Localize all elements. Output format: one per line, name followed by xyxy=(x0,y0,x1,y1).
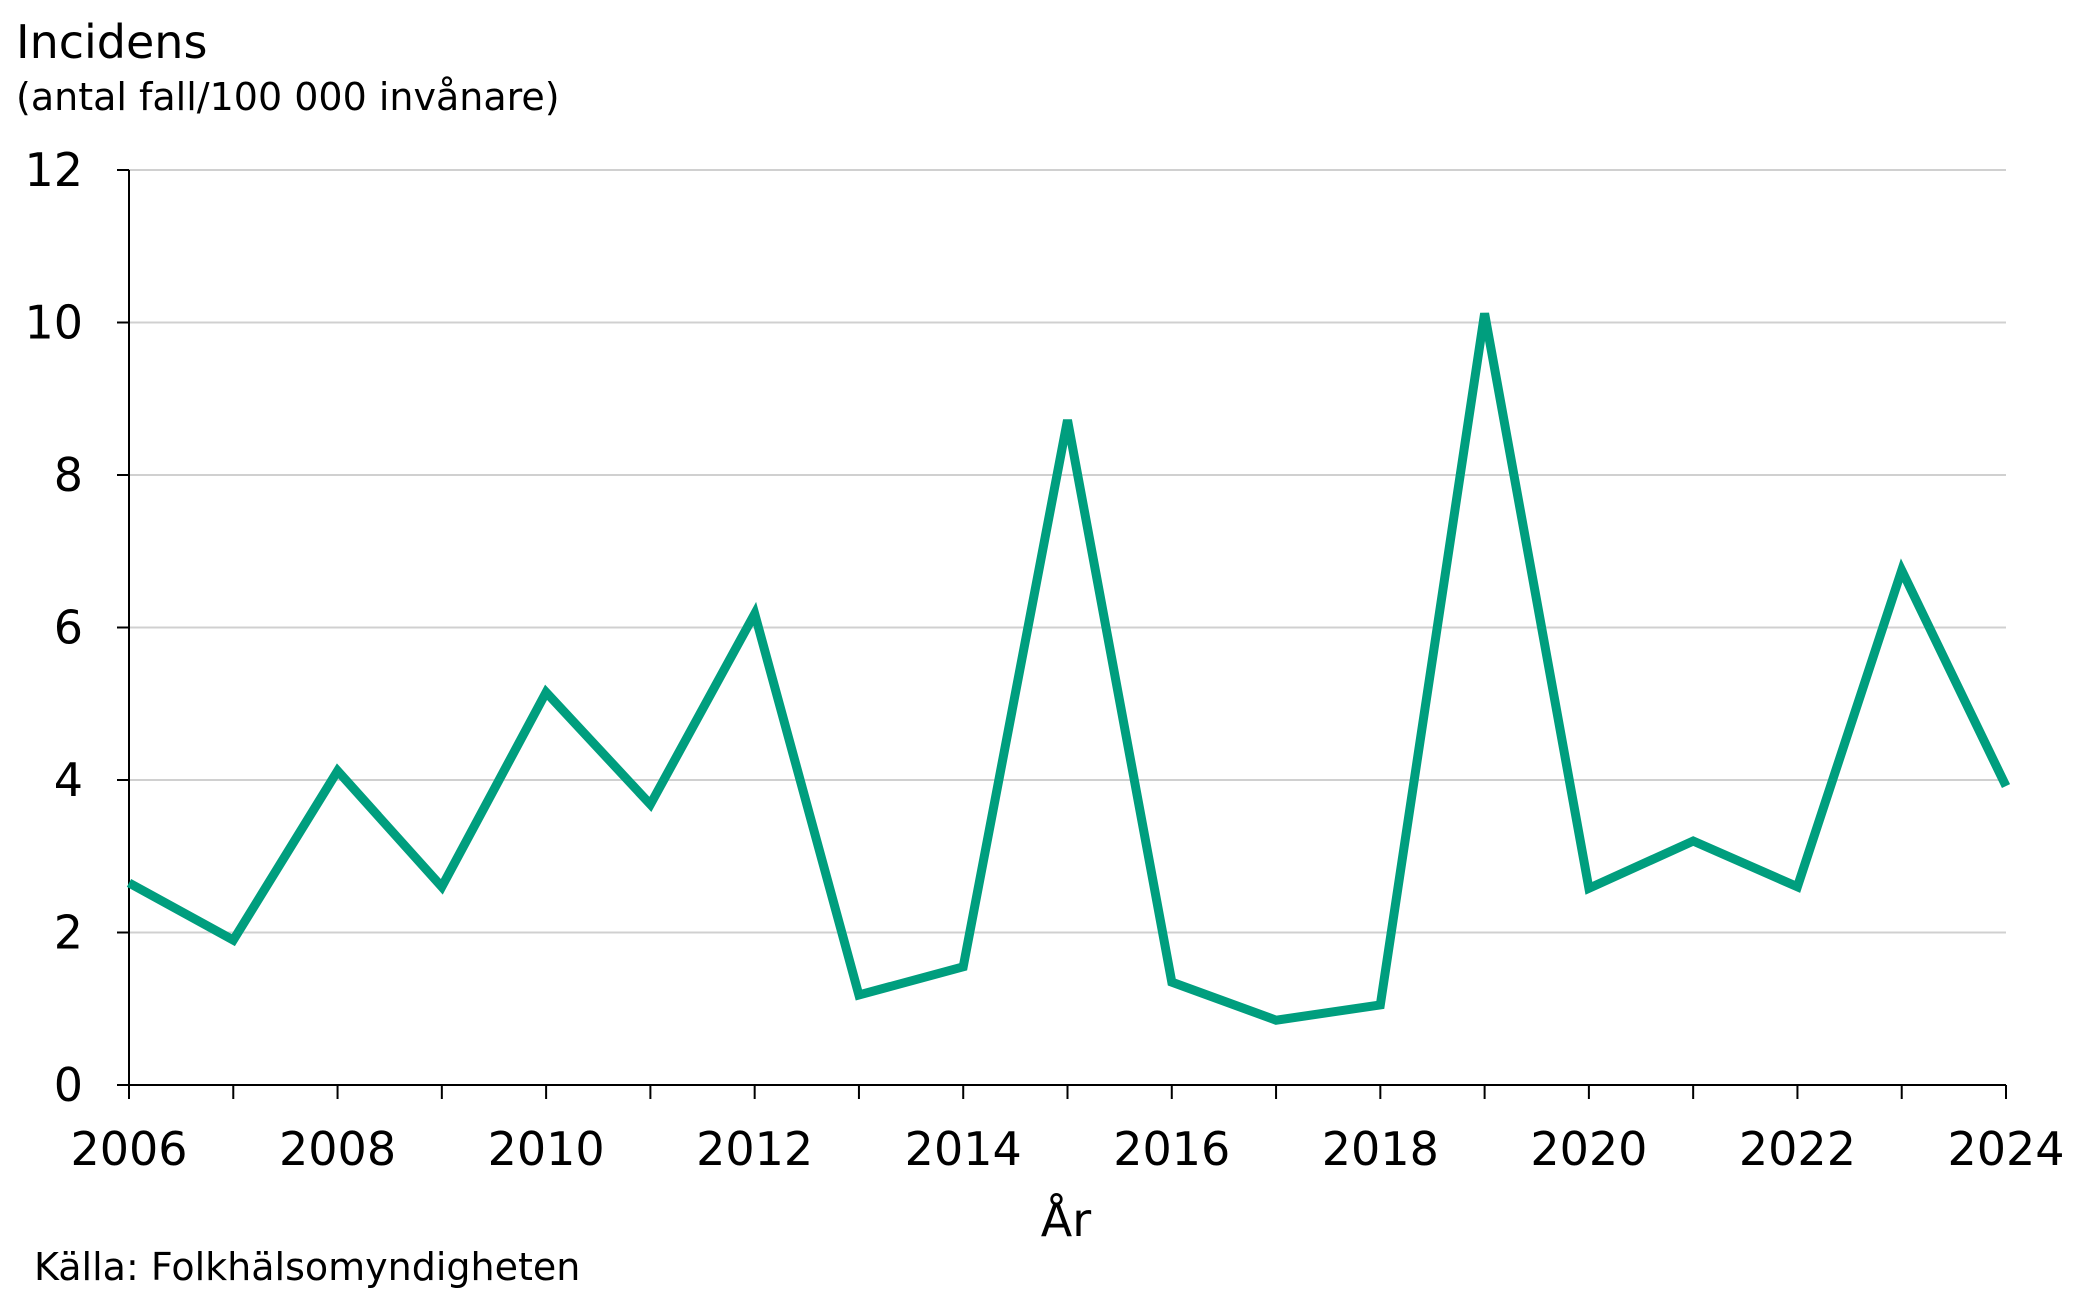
x-tick-label: 2024 xyxy=(1947,1122,2064,1176)
series-line xyxy=(126,312,2011,1025)
x-tick-label: 2014 xyxy=(905,1122,1022,1176)
y-tick-label: 8 xyxy=(54,448,83,502)
x-tick-label: 2016 xyxy=(1113,1122,1230,1176)
x-tick-label: 2006 xyxy=(70,1122,187,1176)
y-tick-label: 0 xyxy=(54,1058,83,1112)
y-tick-label: 10 xyxy=(24,296,83,350)
x-tick-label: 2012 xyxy=(696,1122,813,1176)
x-tick-label: 2020 xyxy=(1530,1122,1647,1176)
y-axis-title: Incidens xyxy=(16,15,207,69)
source-note: Källa: Folkhälsomyndigheten xyxy=(34,1245,580,1289)
x-tick-label: 2008 xyxy=(279,1122,396,1176)
x-axis-title: År xyxy=(1041,1193,1091,1247)
y-tick-label: 2 xyxy=(54,906,83,960)
axes xyxy=(117,169,2007,1099)
y-tick-label: 12 xyxy=(24,143,83,197)
x-tick-labels: 2006 2008 2010 2012 2014 2016 2018 2020 2022 2024 xyxy=(70,1122,2064,1176)
x-tick-label: 2010 xyxy=(488,1122,605,1176)
y-tick-label: 4 xyxy=(54,753,83,807)
y-axis-unit: (antal fall/100 000 invånare) xyxy=(16,75,560,119)
y-tick-label: 6 xyxy=(54,601,83,655)
x-tick-label: 2022 xyxy=(1739,1122,1856,1176)
y-tick-labels: 0 2 4 6 8 10 12 xyxy=(24,143,83,1112)
gridlines xyxy=(129,169,2006,934)
x-tick-label: 2018 xyxy=(1322,1122,1439,1176)
